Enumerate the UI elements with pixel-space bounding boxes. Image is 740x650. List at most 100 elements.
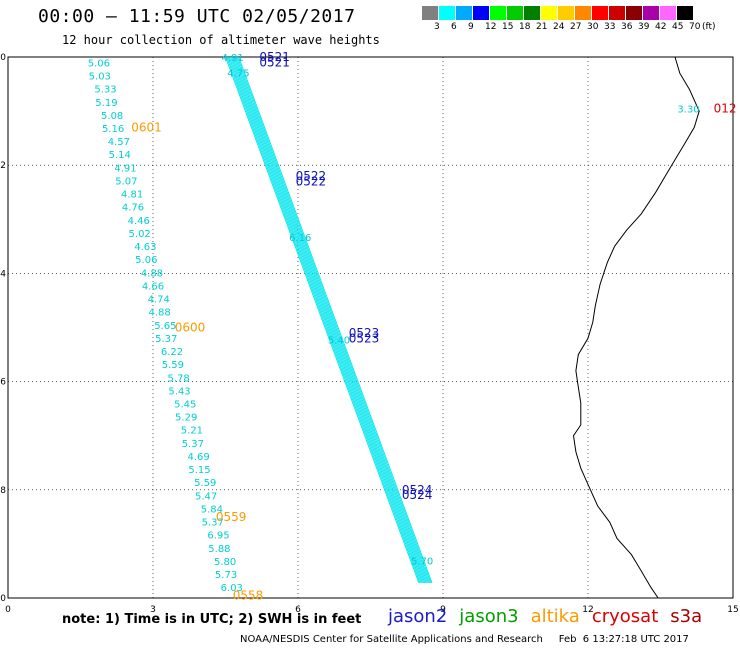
time-label: 0558 <box>233 588 264 602</box>
footer-note: note: 1) Time is in UTC; 2) SWH is in fe… <box>62 612 362 627</box>
colorbar-label: 45 <box>672 22 684 32</box>
y-tick-label: -10 <box>0 53 6 63</box>
time-label: 0522 <box>296 174 327 188</box>
altika-swh-label: 5.37 <box>182 439 204 450</box>
page-title: 00:00 – 11:59 UTC 02/05/2017 <box>38 6 356 27</box>
colorbar-swatch <box>643 6 660 20</box>
legend-altika: altika <box>530 606 580 627</box>
coastline <box>572 56 700 599</box>
map-frame <box>7 56 734 599</box>
colorbar-label: 39 <box>638 22 650 32</box>
altika-swh-label: 5.88 <box>208 544 230 555</box>
altika-swh-label: 6.22 <box>161 347 183 358</box>
time-label: 0601 <box>131 120 162 134</box>
colorbar-labels: 3 6 9 12 15 18 21 24 27 30 33 36 39 42 45 70 (ft) <box>422 22 740 34</box>
altika-swh-label: 5.29 <box>175 413 197 424</box>
altika-swh-label: 5.65 <box>154 321 176 332</box>
colorbar-swatch <box>422 6 439 20</box>
altika-swh-label: 5.59 <box>194 478 216 489</box>
jason2-track-line <box>228 56 423 584</box>
x-tick-label: 9 <box>440 605 446 615</box>
altika-swh-label: 5.37 <box>202 518 224 529</box>
legend-jason3: jason3 <box>459 606 519 627</box>
altika-swh-label: 6.03 <box>221 583 243 594</box>
altika-swh-label: 5.78 <box>168 373 190 384</box>
colorbar-swatch <box>541 6 558 20</box>
time-label: 0559 <box>216 510 247 524</box>
colorbar-swatch <box>507 6 524 20</box>
jason2-swh-label: 5.70 <box>411 557 433 568</box>
footer-credit: NOAA/NESDIS Center for Satellite Applica… <box>240 634 689 645</box>
jason2-track-line <box>232 56 427 584</box>
x-tick-label: 12 <box>582 605 593 615</box>
jason2-track-line <box>238 56 433 584</box>
altika-swh-label: 5.47 <box>195 491 217 502</box>
altika-swh-label: 5.19 <box>95 98 117 109</box>
x-tick-label: 3 <box>150 605 156 615</box>
altika-swh-label: 6.95 <box>207 531 229 542</box>
colorbar-swatch <box>626 6 643 20</box>
colorbar-swatch <box>439 6 456 20</box>
jason2-track-line <box>225 56 420 584</box>
altika-swh-label: 5.06 <box>88 58 110 69</box>
altika-swh-label: 5.08 <box>101 111 123 122</box>
jason2-track-line <box>226 56 421 584</box>
satellite-legend: jason2 jason3 altika cryosat s3a <box>388 606 702 627</box>
altika-swh-label: 4.46 <box>128 216 150 227</box>
colorbar-label: 18 <box>519 22 531 32</box>
time-label: 0524 <box>402 483 433 497</box>
colorbar-swatch <box>456 6 473 20</box>
colorbar-label: 30 <box>587 22 599 32</box>
y-tick-label: -16 <box>0 378 6 388</box>
altika-swh-label: 5.84 <box>201 504 223 515</box>
jason2-swh-label: 5.40 <box>328 336 350 347</box>
colorbar-label: 33 <box>604 22 616 32</box>
colorbar-swatch <box>558 6 575 20</box>
time-label: 0600 <box>175 321 206 335</box>
colorbar-swatch <box>575 6 592 20</box>
y-tick-label: -14 <box>0 269 6 279</box>
legend-jason2: jason2 <box>388 606 448 627</box>
colorbar-swatch <box>592 6 609 20</box>
altika-swh-label: 5.37 <box>155 334 177 345</box>
time-label: 0524 <box>402 488 433 502</box>
altika-swh-label: 5.16 <box>102 124 124 135</box>
altika-swh-label: 4.88 <box>141 268 163 279</box>
altika-swh-label: 5.15 <box>188 465 210 476</box>
jason2-track-line <box>233 56 428 584</box>
y-tick-label: -18 <box>0 486 6 496</box>
jason2-swh-label: 6.16 <box>289 233 311 244</box>
legend-cryosat: cryosat <box>591 606 659 627</box>
colorbar-label: 24 <box>553 22 565 32</box>
time-label: 0523 <box>349 326 380 340</box>
time-label: 0521 <box>259 50 290 64</box>
colorbar-label: 36 <box>621 22 633 32</box>
colorbar-label: 6 <box>451 22 457 32</box>
altika-swh-label: 4.57 <box>108 137 130 148</box>
jason2-swh-label: 4.91 <box>222 53 244 64</box>
altika-swh-label: 4.76 <box>122 203 144 214</box>
time-label: 012 <box>714 101 737 115</box>
altika-swh-label: 5.80 <box>214 557 236 568</box>
colorbar-swatch <box>524 6 541 20</box>
altika-swh-label: 5.43 <box>168 386 190 397</box>
colorbar-label: 27 <box>570 22 582 32</box>
colorbar-label: 21 <box>536 22 548 32</box>
altika-swh-label: 5.06 <box>135 255 157 266</box>
jason2-track-line <box>235 56 431 584</box>
jason2-track-line <box>229 56 425 584</box>
jason2-track-line <box>234 56 429 584</box>
y-tick-label: -12 <box>0 161 6 171</box>
jason2-track-line <box>231 56 426 584</box>
altika-swh-label: 5.33 <box>94 85 116 96</box>
colorbar <box>422 6 694 20</box>
altika-swh-label: 5.45 <box>174 400 196 411</box>
y-tick-label: -20 <box>0 594 6 604</box>
altika-swh-label: 4.74 <box>148 295 170 306</box>
altika-swh-label: 4.88 <box>148 308 170 319</box>
colorbar-swatch <box>490 6 507 20</box>
colorbar-label: 42 <box>655 22 667 32</box>
colorbar-label: 12 <box>485 22 497 32</box>
altika-swh-label: 5.02 <box>129 229 151 240</box>
